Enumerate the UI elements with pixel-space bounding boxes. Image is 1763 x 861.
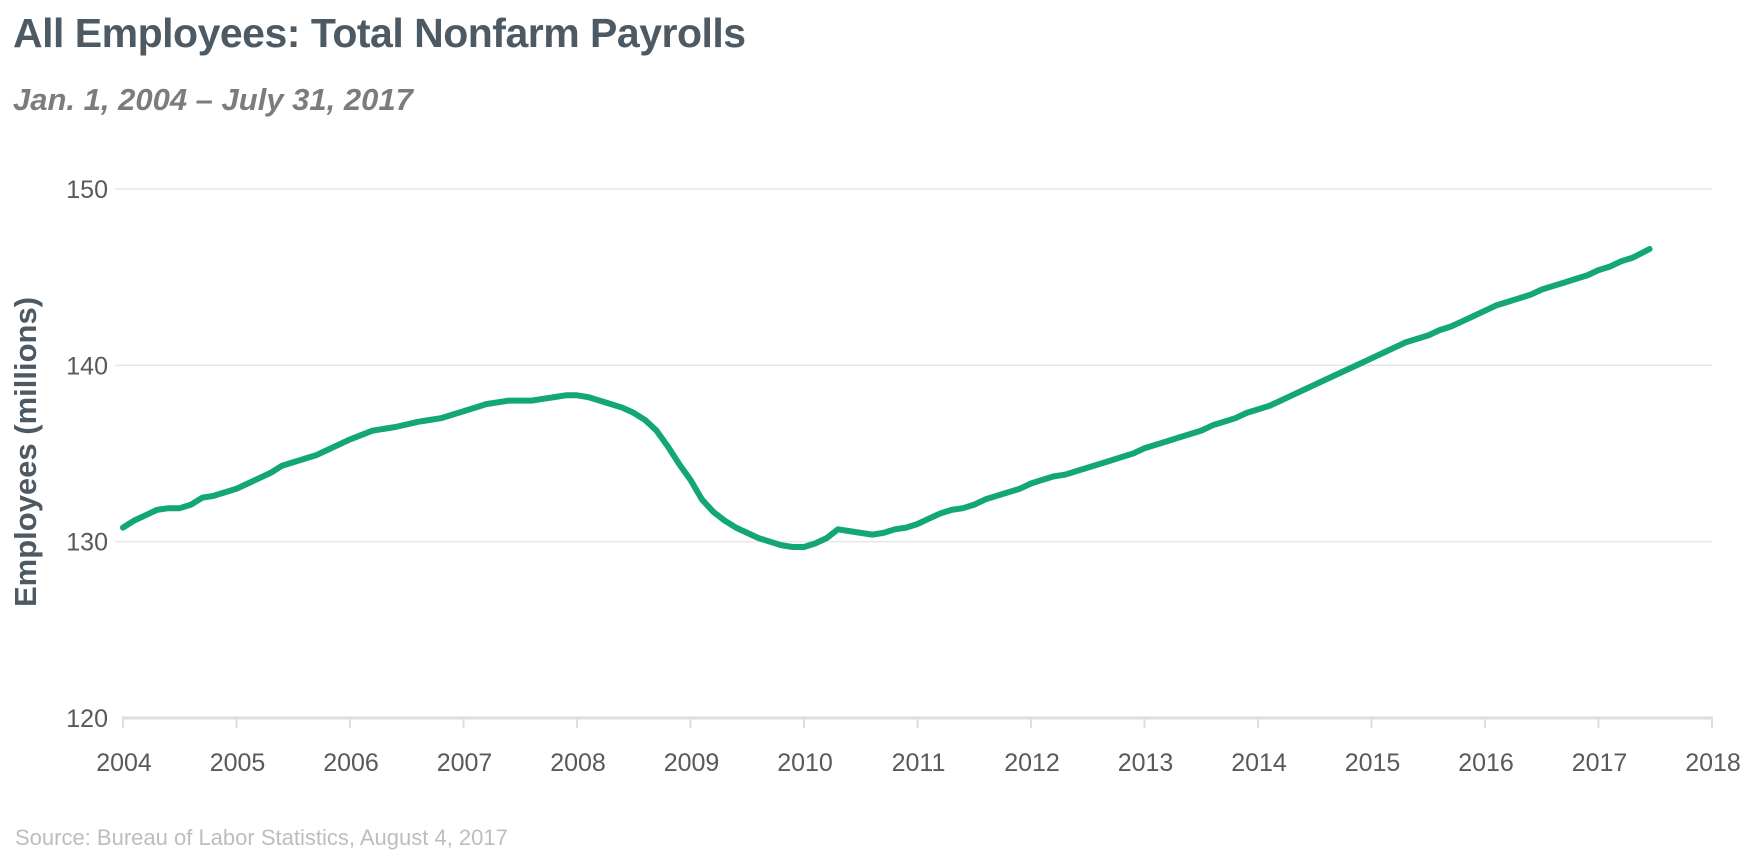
x-axis-ticks: 2004 2005 2006 2007 2008 2009 2010 2011 2012 2013… [96,718,1741,777]
series-group [120,246,1653,550]
y-tick-label: 130 [66,529,108,557]
y-tick-label: 140 [66,352,108,380]
x-tick-label: 2016 [1458,749,1514,777]
y-tick-label: 120 [66,705,108,733]
y-axis-ticks: 120 130 140 150 [66,176,108,733]
x-tick-label: 2006 [323,749,379,777]
x-tick-label: 2009 [664,749,720,777]
x-tick-label: 2012 [1004,749,1060,777]
x-tick-label: 2004 [96,749,152,777]
gridlines [115,188,1712,543]
x-tick-label: 2018 [1685,749,1741,777]
chart-subtitle: Jan. 1, 2004 – July 31, 2017 [13,82,413,117]
chart-title: All Employees: Total Nonfarm Payrolls [13,10,746,56]
x-tick-label: 2011 [892,749,946,777]
x-tick-label: 2005 [210,749,266,777]
x-tick-label: 2017 [1572,749,1628,777]
y-axis-label: Employees (millions) [8,297,43,607]
source-note: Source: Bureau of Labor Statistics, Augu… [15,825,508,850]
x-tick-label: 2010 [777,749,833,777]
x-tick-label: 2007 [437,749,493,777]
x-tick-label: 2008 [550,749,606,777]
x-tick-label: 2014 [1231,749,1287,777]
x-tick-label: 2015 [1345,749,1401,777]
y-tick-label: 150 [66,176,108,204]
series-line-0 [120,246,1653,550]
x-tick-label: 2013 [1118,749,1174,777]
